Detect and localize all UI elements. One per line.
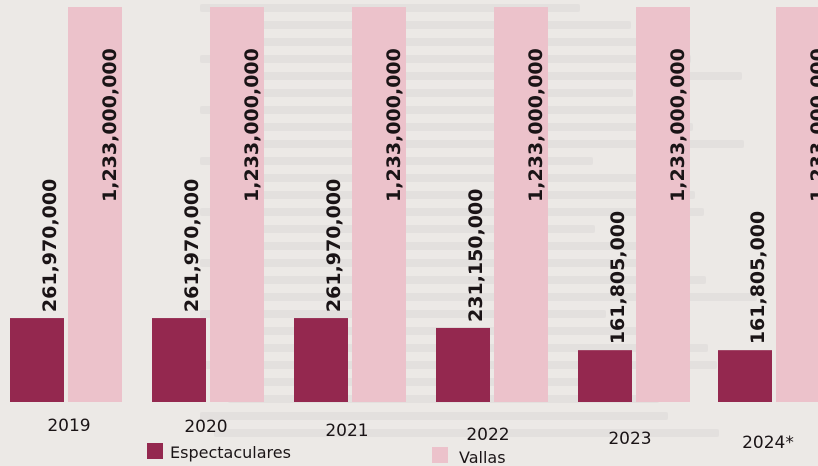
bar-espectaculares-2020 (152, 318, 206, 402)
bar-espectaculares-2023 (578, 350, 632, 402)
bar-vallas-2019 (68, 7, 122, 402)
newsprint-line (214, 174, 644, 182)
newsprint-line (214, 123, 693, 131)
newsprint-line (228, 140, 744, 148)
newsprint-line (214, 327, 657, 335)
newsprint-line (200, 208, 704, 216)
label-vallas-2021: 1,233,000,000 (383, 48, 405, 202)
newsprint-line (200, 106, 642, 114)
label-espectaculares-2020: 261,970,000 (181, 179, 203, 312)
bar-espectaculares-2024* (718, 350, 772, 402)
label-vallas-2020: 1,233,000,000 (241, 48, 263, 202)
newsprint-line (214, 276, 706, 284)
newsprint-line (228, 293, 757, 301)
bar-vallas-2023 (636, 7, 690, 402)
newsprint-line (200, 259, 655, 267)
x-tick-label-2020: 2020 (184, 417, 227, 437)
label-vallas-2022: 1,233,000,000 (525, 48, 547, 202)
legend-swatch-espectaculares (147, 443, 163, 459)
bar-espectaculares-2019 (10, 318, 64, 402)
legend-swatch-vallas (432, 447, 448, 463)
x-tick-label-2023: 2023 (608, 429, 651, 449)
bar-vallas-2022 (494, 7, 548, 402)
label-vallas-2024*: 1,233,000,000 (807, 48, 818, 202)
x-tick-label-2019: 2019 (47, 416, 90, 436)
label-espectaculares-2019: 261,970,000 (39, 179, 61, 312)
label-vallas-2019: 1,233,000,000 (99, 48, 121, 202)
bar-vallas-2024* (776, 7, 818, 402)
newsprint-line (200, 412, 668, 420)
newsprint-line (228, 38, 682, 46)
newsprint-line (214, 21, 631, 29)
newsprint-line (228, 89, 633, 97)
newsprint-line (228, 242, 646, 250)
bar-vallas-2020 (210, 7, 264, 402)
x-tick-label-2021: 2021 (325, 421, 368, 441)
label-vallas-2023: 1,233,000,000 (667, 48, 689, 202)
legend-label-espectaculares: Espectaculares (170, 443, 291, 462)
x-tick-label-2024*: 2024* (742, 433, 794, 453)
label-espectaculares-2023: 161,805,000 (607, 211, 629, 344)
bar-espectaculares-2021 (294, 318, 348, 402)
label-espectaculares-2022: 231,150,000 (465, 189, 487, 322)
x-tick-label-2022: 2022 (466, 425, 509, 445)
newsprint-line (228, 191, 695, 199)
bar-vallas-2021 (352, 7, 406, 402)
legend-label-vallas: Vallas (459, 448, 506, 466)
newsprint-line (214, 378, 608, 386)
newsprint-line (200, 55, 691, 63)
newsprint-line (214, 72, 742, 80)
newsprint-line (214, 429, 719, 437)
label-espectaculares-2024*: 161,805,000 (747, 211, 769, 344)
bar-espectaculares-2022 (436, 327, 490, 402)
label-espectaculares-2021: 261,970,000 (323, 179, 345, 312)
